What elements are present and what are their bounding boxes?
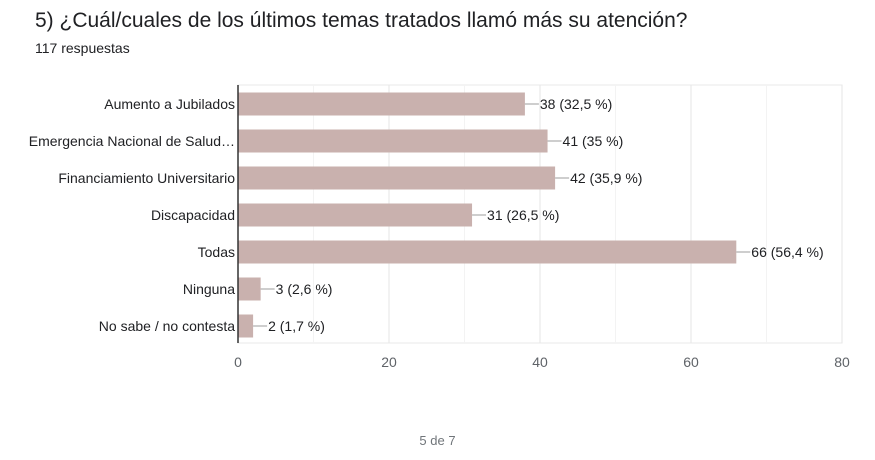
data-label: 41 (35 %) [563,133,624,149]
bar [238,166,556,190]
page-indicator: 5 de 7 [419,433,456,448]
category-label: Aumento a Jubilados [104,96,235,112]
response-count: 117 respuestas [35,40,130,56]
category-label: Todas [198,244,235,260]
data-label: 42 (35,9 %) [570,170,642,186]
x-tick-label: 60 [683,354,699,370]
bar [238,240,737,264]
data-label: 3 (2,6 %) [276,281,333,297]
bar [238,92,525,116]
x-tick-label: 80 [834,354,850,370]
data-label: 31 (26,5 %) [487,207,559,223]
bar-chart: 38 (32,5 %) Aumento a Jubilados 41 (35 %) E… [29,84,850,370]
category-label: Financiamiento Universitario [58,170,235,186]
x-tick-label: 40 [532,354,548,370]
data-label: 38 (32,5 %) [540,96,612,112]
category-label: Emergencia Nacional de Salud… [29,133,235,149]
bar [238,129,548,153]
category-label: No sabe / no contesta [99,318,235,334]
bar [238,277,261,301]
question-title: 5) ¿Cuál/cuales de los últimos temas tra… [35,9,688,32]
bar [238,314,254,338]
category-label: Discapacidad [151,207,235,223]
x-tick-label: 20 [381,354,397,370]
bar [238,203,473,227]
category-label: Ninguna [183,281,235,297]
x-tick-label: 0 [234,354,242,370]
data-label: 66 (56,4 %) [751,244,823,260]
data-label: 2 (1,7 %) [268,318,325,334]
